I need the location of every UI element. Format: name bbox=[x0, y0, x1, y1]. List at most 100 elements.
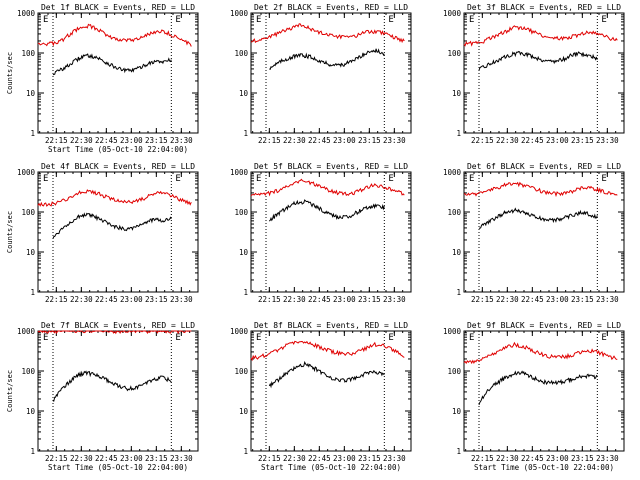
subplot-title: Det 1f BLACK = Events, RED = LLD bbox=[41, 3, 195, 12]
y-tick-label: 1000 bbox=[443, 327, 462, 336]
x-tick-label: 22:15 bbox=[45, 454, 68, 463]
subplot-title: Det 8f BLACK = Events, RED = LLD bbox=[254, 321, 408, 330]
x-tick-label: 23:30 bbox=[596, 136, 619, 145]
e-marker-label: E bbox=[469, 174, 474, 184]
plot-frame bbox=[37, 330, 199, 452]
x-tick-label: 23:30 bbox=[383, 454, 406, 463]
x-tick-label: 23:00 bbox=[546, 136, 569, 145]
x-tick-label: 22:30 bbox=[70, 136, 93, 145]
x-tick-label: 22:45 bbox=[521, 136, 544, 145]
lld-series-line bbox=[250, 340, 405, 362]
y-tick-label: 100 bbox=[21, 208, 35, 217]
events-series-line bbox=[268, 360, 385, 389]
x-tick-label: 22:30 bbox=[496, 136, 519, 145]
subplot-title: Det 7f BLACK = Events, RED = LLD bbox=[41, 321, 195, 330]
x-tick-label: 22:45 bbox=[95, 454, 118, 463]
x-tick-label: 23:30 bbox=[383, 295, 406, 304]
e-marker-label: E bbox=[43, 15, 48, 25]
y-axis-label: Counts/sec bbox=[6, 370, 14, 412]
y-tick-label: 10 bbox=[452, 248, 462, 257]
e-marker-label: E bbox=[469, 333, 474, 343]
subplot-title: Det 2f BLACK = Events, RED = LLD bbox=[254, 3, 408, 12]
x-axis-label: Start Time (05-Oct-10 22:04:00) bbox=[261, 463, 401, 472]
subplot-title: Det 6f BLACK = Events, RED = LLD bbox=[467, 162, 621, 171]
x-tick-label: 22:15 bbox=[471, 295, 494, 304]
lld-series-line bbox=[37, 23, 192, 47]
subplot-det-9: Det 9f BLACK = Events, RED = LLD 1 10 100 10… bbox=[443, 321, 625, 472]
x-tick-label: 23:00 bbox=[546, 454, 569, 463]
events-series-line bbox=[52, 53, 172, 76]
e-marker-label: E bbox=[388, 15, 393, 25]
e-marker-label: E bbox=[175, 174, 180, 184]
y-tick-label: 100 bbox=[234, 208, 248, 217]
subplot-det-2: Det 2f BLACK = Events, RED = LLD 1 10 100 10… bbox=[230, 3, 412, 145]
plot-frame bbox=[250, 12, 412, 134]
x-tick-label: 22:45 bbox=[308, 295, 331, 304]
x-tick-label: 22:15 bbox=[258, 454, 281, 463]
subplot-det-8: Det 8f BLACK = Events, RED = LLD 1 10 100 10… bbox=[230, 321, 412, 472]
y-tick-label: 1000 bbox=[17, 9, 36, 18]
lld-series-line bbox=[463, 25, 618, 47]
x-tick-label: 23:00 bbox=[120, 295, 143, 304]
e-marker-label: E bbox=[388, 174, 393, 184]
x-tick-label: 23:30 bbox=[170, 454, 193, 463]
y-axis-label: Counts/sec bbox=[6, 211, 14, 253]
e-marker-label: E bbox=[175, 333, 180, 343]
x-tick-label: 23:00 bbox=[546, 295, 569, 304]
x-tick-label: 22:45 bbox=[521, 454, 544, 463]
y-tick-label: 1000 bbox=[443, 168, 462, 177]
plot-frame bbox=[463, 171, 625, 293]
y-tick-label: 1 bbox=[30, 447, 35, 456]
plot-frame bbox=[250, 330, 412, 452]
y-tick-label: 100 bbox=[447, 367, 461, 376]
y-tick-label: 1000 bbox=[17, 168, 36, 177]
y-tick-label: 10 bbox=[26, 248, 36, 257]
x-tick-label: 23:30 bbox=[170, 295, 193, 304]
x-tick-label: 22:15 bbox=[258, 136, 281, 145]
y-tick-label: 100 bbox=[234, 367, 248, 376]
y-tick-label: 100 bbox=[21, 49, 35, 58]
x-tick-label: 22:30 bbox=[283, 136, 306, 145]
y-tick-label: 1 bbox=[243, 447, 248, 456]
x-axis-label: Start Time (05-Oct-10 22:04:00) bbox=[48, 463, 188, 472]
lld-series-line bbox=[463, 181, 618, 198]
x-tick-label: 23:15 bbox=[571, 136, 594, 145]
y-tick-label: 1000 bbox=[230, 327, 249, 336]
lld-series-line bbox=[37, 330, 192, 335]
x-tick-label: 23:15 bbox=[358, 136, 381, 145]
y-tick-label: 10 bbox=[452, 89, 462, 98]
y-tick-label: 1 bbox=[456, 447, 461, 456]
lld-series-line bbox=[250, 23, 405, 44]
e-marker-label: E bbox=[43, 174, 48, 184]
y-tick-label: 100 bbox=[447, 208, 461, 217]
x-tick-label: 22:15 bbox=[471, 454, 494, 463]
x-tick-label: 23:00 bbox=[120, 136, 143, 145]
e-marker-label: E bbox=[256, 333, 261, 343]
x-tick-label: 23:15 bbox=[571, 454, 594, 463]
subplot-title: Det 3f BLACK = Events, RED = LLD bbox=[467, 3, 621, 12]
x-tick-label: 22:45 bbox=[308, 454, 331, 463]
x-tick-label: 23:15 bbox=[358, 295, 381, 304]
y-tick-label: 10 bbox=[239, 407, 249, 416]
x-tick-label: 23:15 bbox=[145, 136, 168, 145]
y-axis-label: Counts/sec bbox=[6, 52, 14, 94]
y-tick-label: 1000 bbox=[17, 327, 36, 336]
events-series-line bbox=[478, 370, 598, 406]
x-tick-label: 22:30 bbox=[496, 295, 519, 304]
e-marker-label: E bbox=[601, 15, 606, 25]
e-marker-label: E bbox=[601, 333, 606, 343]
x-tick-label: 22:30 bbox=[70, 454, 93, 463]
x-tick-label: 23:15 bbox=[571, 295, 594, 304]
y-tick-label: 1 bbox=[243, 288, 248, 297]
subplot-title: Det 4f BLACK = Events, RED = LLD bbox=[41, 162, 195, 171]
x-tick-label: 22:30 bbox=[283, 454, 306, 463]
x-axis-label: Start Time (05-Oct-10 22:04:00) bbox=[48, 145, 188, 154]
x-axis-label: Start Time (05-Oct-10 22:04:00) bbox=[474, 463, 614, 472]
lld-series-line bbox=[250, 178, 405, 197]
x-tick-label: 23:30 bbox=[596, 295, 619, 304]
events-series-line bbox=[52, 370, 172, 402]
x-tick-label: 22:15 bbox=[45, 136, 68, 145]
y-tick-label: 100 bbox=[447, 49, 461, 58]
subplot-det-3: Det 3f BLACK = Events, RED = LLD 1 10 100 10… bbox=[443, 3, 625, 145]
